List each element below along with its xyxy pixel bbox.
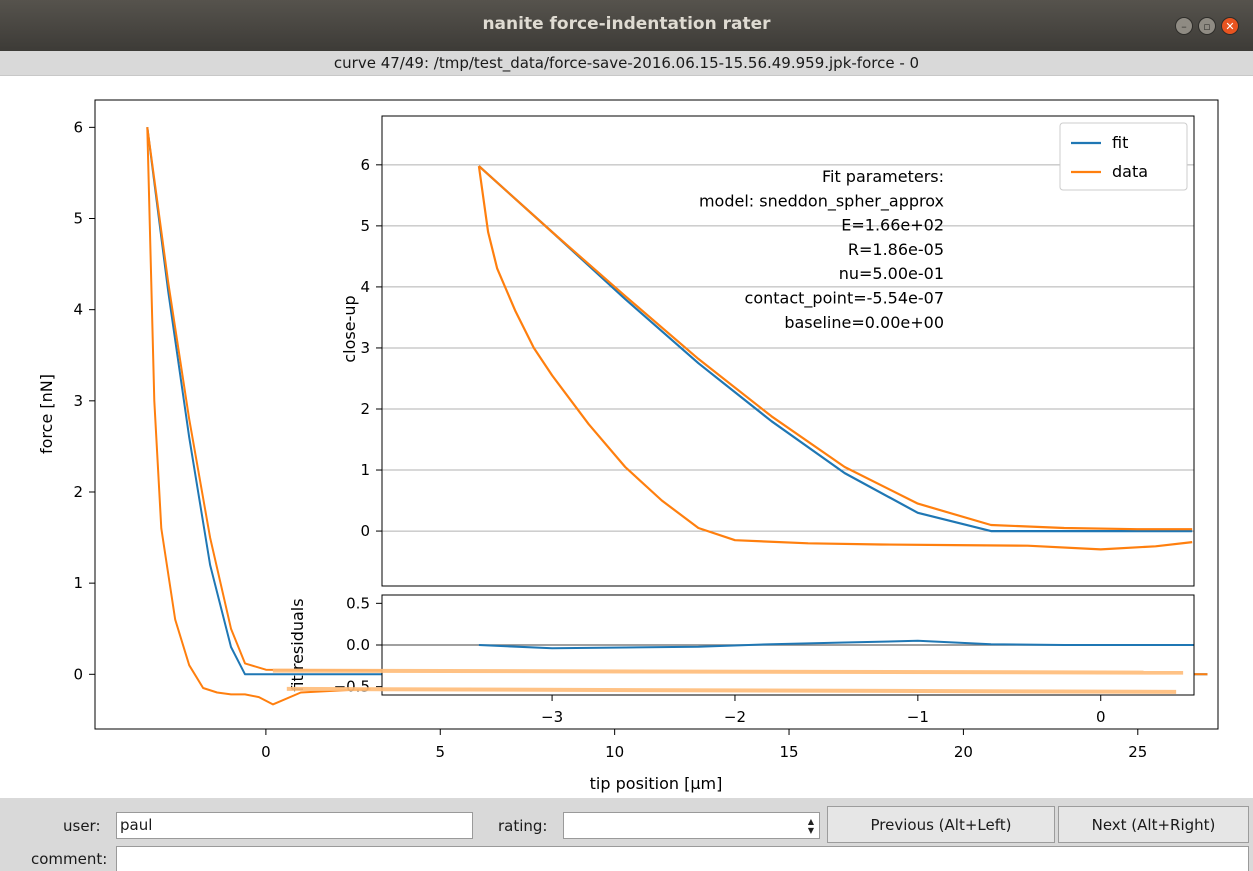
residuals-x-tick-label: −3 (541, 708, 563, 726)
residual-data-upper-trace (272, 668, 1184, 675)
closeup-background (382, 116, 1194, 586)
previous-button[interactable]: Previous (Alt+Left) (827, 806, 1055, 843)
main-x-axis-label: tip position [μm] (590, 774, 723, 793)
closeup-y-ticks: 0 1 2 3 4 5 6 (360, 156, 382, 540)
fit-parameter-line: Fit parameters: (822, 167, 944, 186)
residuals-y-ticks: 0.5 0.0 −0.5 (334, 594, 382, 696)
residuals-x-tick-label: −1 (907, 708, 929, 726)
control-bar: user: paul rating: ▲ ▼ Previous (Alt+Lef… (0, 798, 1253, 871)
main-y-tick-label: 2 (73, 483, 83, 501)
main-x-ticks: 0 5 10 15 20 25 (261, 729, 1147, 761)
residual-data-overlay (272, 668, 1184, 694)
maximize-icon[interactable]: ▫ (1198, 17, 1216, 35)
spin-down-icon[interactable]: ▼ (807, 826, 815, 835)
residuals-y-tick-label: 0.5 (346, 594, 370, 612)
closeup-grid (382, 164, 1194, 532)
closeup-series (477, 165, 1193, 551)
residuals-x-tick-label: −2 (724, 708, 746, 726)
curve-path-label: curve 47/49: /tmp/test_data/force-save-2… (0, 51, 1253, 76)
main-x-tick-label: 20 (954, 743, 973, 761)
fit-parameter-line: contact_point=-5.54e-07 (745, 289, 944, 309)
main-axes-frame (94, 99, 1219, 730)
fit-parameters-text: Fit parameters: model: sneddon_spher_appr… (699, 167, 944, 332)
closeup-series-data-line (477, 165, 1193, 551)
main-series-data-line (146, 127, 371, 706)
user-label: user: (63, 817, 101, 835)
main-y-tick-label: 3 (73, 392, 83, 410)
window-titlebar: nanite force-indentation rater – ▫ ✕ (0, 0, 1253, 51)
residual-data-lower-trace (286, 686, 1177, 694)
main-x-tick-label: 10 (605, 743, 624, 761)
residuals-x-tick-label: 0 (1096, 708, 1106, 726)
residuals-x-ticks: −3 −2 −1 0 (541, 695, 1106, 726)
main-series-fit-line (146, 127, 1208, 676)
closeup-y-tick-label: 1 (360, 461, 370, 479)
fit-parameter-line: model: sneddon_spher_approx (699, 191, 944, 211)
fit-parameter-line: R=1.86e-05 (848, 240, 944, 259)
spin-up-icon[interactable]: ▲ (807, 817, 815, 826)
main-x-tick-label: 5 (435, 743, 445, 761)
comment-input[interactable] (116, 846, 1249, 871)
residuals-y-tick-label: −0.5 (334, 678, 370, 696)
closeup-y-tick-label: 5 (360, 217, 370, 235)
main-y-tick-label: 6 (73, 118, 83, 136)
main-y-tick-label: 1 (73, 574, 83, 592)
residuals-line (478, 639, 1194, 650)
legend-box (1059, 122, 1188, 191)
fit-parameter-line: E=1.66e+02 (841, 216, 944, 235)
main-y-ticks: 0 1 2 3 4 5 6 (73, 118, 95, 683)
closeup-legend: fit data (1059, 122, 1188, 191)
closeup-y-tick-label: 6 (360, 156, 370, 174)
main-y-tick-label: 5 (73, 210, 83, 228)
main-x-tick-label: 25 (1128, 743, 1147, 761)
closeup-series-data-line (478, 165, 1193, 531)
residuals-y-tick-label: 0.0 (346, 636, 370, 654)
main-y-axis-label: force [nN] (37, 374, 56, 454)
closeup-axes-frame (381, 115, 1195, 587)
comment-label: comment: (31, 850, 108, 868)
residuals-series (382, 639, 1194, 650)
closeup-y-tick-label: 2 (360, 400, 370, 418)
legend-data-label: data (1112, 162, 1148, 181)
residuals-y-axis-label: fit residuals (288, 598, 307, 691)
main-y-tick-label: 4 (73, 301, 83, 319)
main-x-tick-label: 0 (261, 743, 271, 761)
closeup-y-tick-label: 0 (360, 522, 370, 540)
closeup-series-fit-line (478, 165, 1193, 533)
rating-label: rating: (498, 817, 548, 835)
main-y-tick-label: 0 (73, 665, 83, 683)
spin-arrows-icon[interactable]: ▲ ▼ (805, 816, 817, 836)
next-button[interactable]: Next (Alt+Right) (1058, 806, 1249, 843)
window-title: nanite force-indentation rater (482, 14, 771, 34)
minimize-icon[interactable]: – (1175, 17, 1193, 35)
user-input[interactable]: paul (116, 812, 473, 839)
closeup-y-tick-label: 3 (360, 339, 370, 357)
fit-parameter-line: nu=5.00e-01 (839, 264, 944, 283)
main-x-tick-label: 15 (779, 743, 798, 761)
closeup-y-axis-label: close-up (340, 295, 359, 362)
legend-fit-label: fit (1112, 133, 1128, 152)
closeup-y-tick-label: 4 (360, 278, 370, 296)
close-icon[interactable]: ✕ (1221, 17, 1239, 35)
rating-spinbox[interactable]: ▲ ▼ (563, 812, 820, 839)
fit-parameter-line: baseline=0.00e+00 (784, 313, 944, 332)
